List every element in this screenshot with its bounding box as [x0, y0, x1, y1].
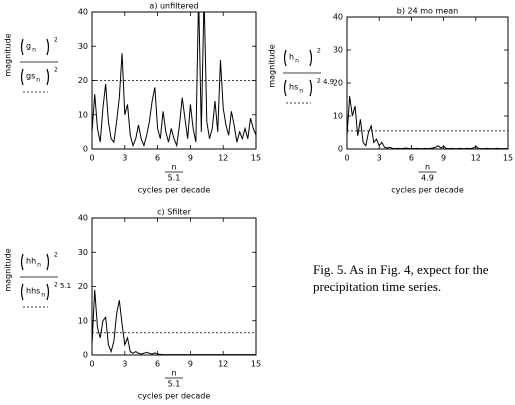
y-tick-label: 0	[83, 145, 88, 154]
y-tick-label: 20	[78, 76, 88, 85]
chart-title: b) 24 mo mean	[397, 7, 458, 16]
ratio-symbol: hs	[289, 83, 298, 92]
x-tick-label: 9	[188, 154, 193, 163]
ratio-subscript: n	[32, 47, 36, 54]
ratio-power: 2	[54, 67, 58, 74]
y-tick-label: 0	[338, 145, 343, 154]
x-tick-label: 9	[188, 360, 193, 369]
data-line	[347, 96, 508, 149]
x-tick-label: 12	[471, 154, 481, 163]
x-tick-label: 12	[218, 360, 228, 369]
y-tick-label: 10	[78, 316, 88, 325]
y-tick-label: 10	[333, 112, 343, 121]
ratio-factor: 4.9	[323, 78, 334, 86]
ratio-subscript: n	[41, 292, 45, 299]
ratio-factor: 5.1	[60, 282, 71, 290]
y-tick-label: 30	[78, 42, 88, 51]
y-axis-label: magnitude	[268, 44, 277, 87]
x-tick-label: 3	[377, 154, 382, 163]
y-axis-label: magnitude	[4, 248, 13, 291]
bracket	[283, 49, 287, 67]
x-axis-label: cycles per decade	[391, 186, 464, 195]
y-tick-label: 0	[83, 351, 88, 360]
ratio-subscript: n	[299, 88, 303, 95]
x-tick-label: 0	[89, 360, 94, 369]
bracket	[20, 283, 24, 301]
ratio-symbol: hh	[26, 257, 36, 266]
ratio-symbol: hhs	[26, 287, 40, 296]
bracket	[20, 253, 24, 271]
bracket	[46, 38, 50, 56]
plot-frame	[91, 217, 257, 356]
y-tick-label: 20	[333, 79, 343, 88]
ratio-power: 2	[54, 252, 58, 259]
bracket	[20, 38, 24, 56]
x-tick-label: 15	[251, 360, 261, 369]
x-tick-label: 3	[122, 360, 127, 369]
x-axis-label: cycles per decade	[138, 186, 211, 195]
ratio-subscript: n	[37, 262, 41, 269]
y-tick-label: 40	[333, 13, 343, 22]
ratio-power: 2	[54, 37, 58, 44]
chart-title: a) unfiltered	[149, 2, 198, 11]
ratio-power: 2	[317, 48, 321, 55]
chart-title: c) Sfilter	[157, 208, 191, 217]
x-tick-label: 6	[409, 154, 414, 163]
ratio-power: 2	[54, 282, 58, 289]
y-axis-label: magnitude	[4, 33, 13, 76]
y-tick-label: 10	[78, 110, 88, 119]
y-tick-label: 30	[78, 248, 88, 257]
x-fraction-den: 5.1	[168, 380, 181, 389]
x-tick-label: 15	[503, 154, 513, 163]
y-tick-label: 30	[333, 46, 343, 55]
data-line	[92, 289, 256, 355]
x-axis-label: cycles per decade	[138, 392, 211, 401]
caption-line: Fig. 5. As in Fig. 4, expect for the	[313, 262, 489, 277]
caption-line: precipitation time series.	[313, 279, 441, 294]
plot-frame	[346, 16, 509, 150]
bracket	[309, 79, 313, 97]
ratio-subscript: n	[295, 58, 299, 65]
bracket	[309, 49, 313, 67]
bracket	[46, 283, 50, 301]
x-fraction-num: n	[425, 163, 430, 172]
x-tick-label: 12	[218, 154, 228, 163]
x-tick-label: 9	[441, 154, 446, 163]
y-tick-label: 20	[78, 282, 88, 291]
bracket	[283, 79, 287, 97]
ratio-symbol: g	[26, 42, 31, 51]
x-fraction-den: 4.9	[421, 174, 434, 183]
bracket	[46, 68, 50, 86]
bracket	[46, 253, 50, 271]
x-tick-label: 6	[155, 154, 160, 163]
x-fraction-num: n	[171, 369, 176, 378]
x-tick-label: 6	[155, 360, 160, 369]
y-tick-label: 40	[78, 8, 88, 17]
x-tick-label: 0	[89, 154, 94, 163]
ratio-symbol: gs	[26, 72, 35, 81]
ratio-subscript: n	[36, 77, 40, 84]
x-tick-label: 0	[344, 154, 349, 163]
ratio-symbol: h	[289, 53, 294, 62]
data-line	[92, 12, 256, 148]
y-tick-label: 40	[78, 214, 88, 223]
x-tick-label: 15	[251, 154, 261, 163]
x-fraction-den: 5.1	[168, 174, 181, 183]
x-tick-label: 3	[122, 154, 127, 163]
x-fraction-num: n	[171, 163, 176, 172]
bracket	[20, 68, 24, 86]
ratio-power: 2	[317, 78, 321, 85]
